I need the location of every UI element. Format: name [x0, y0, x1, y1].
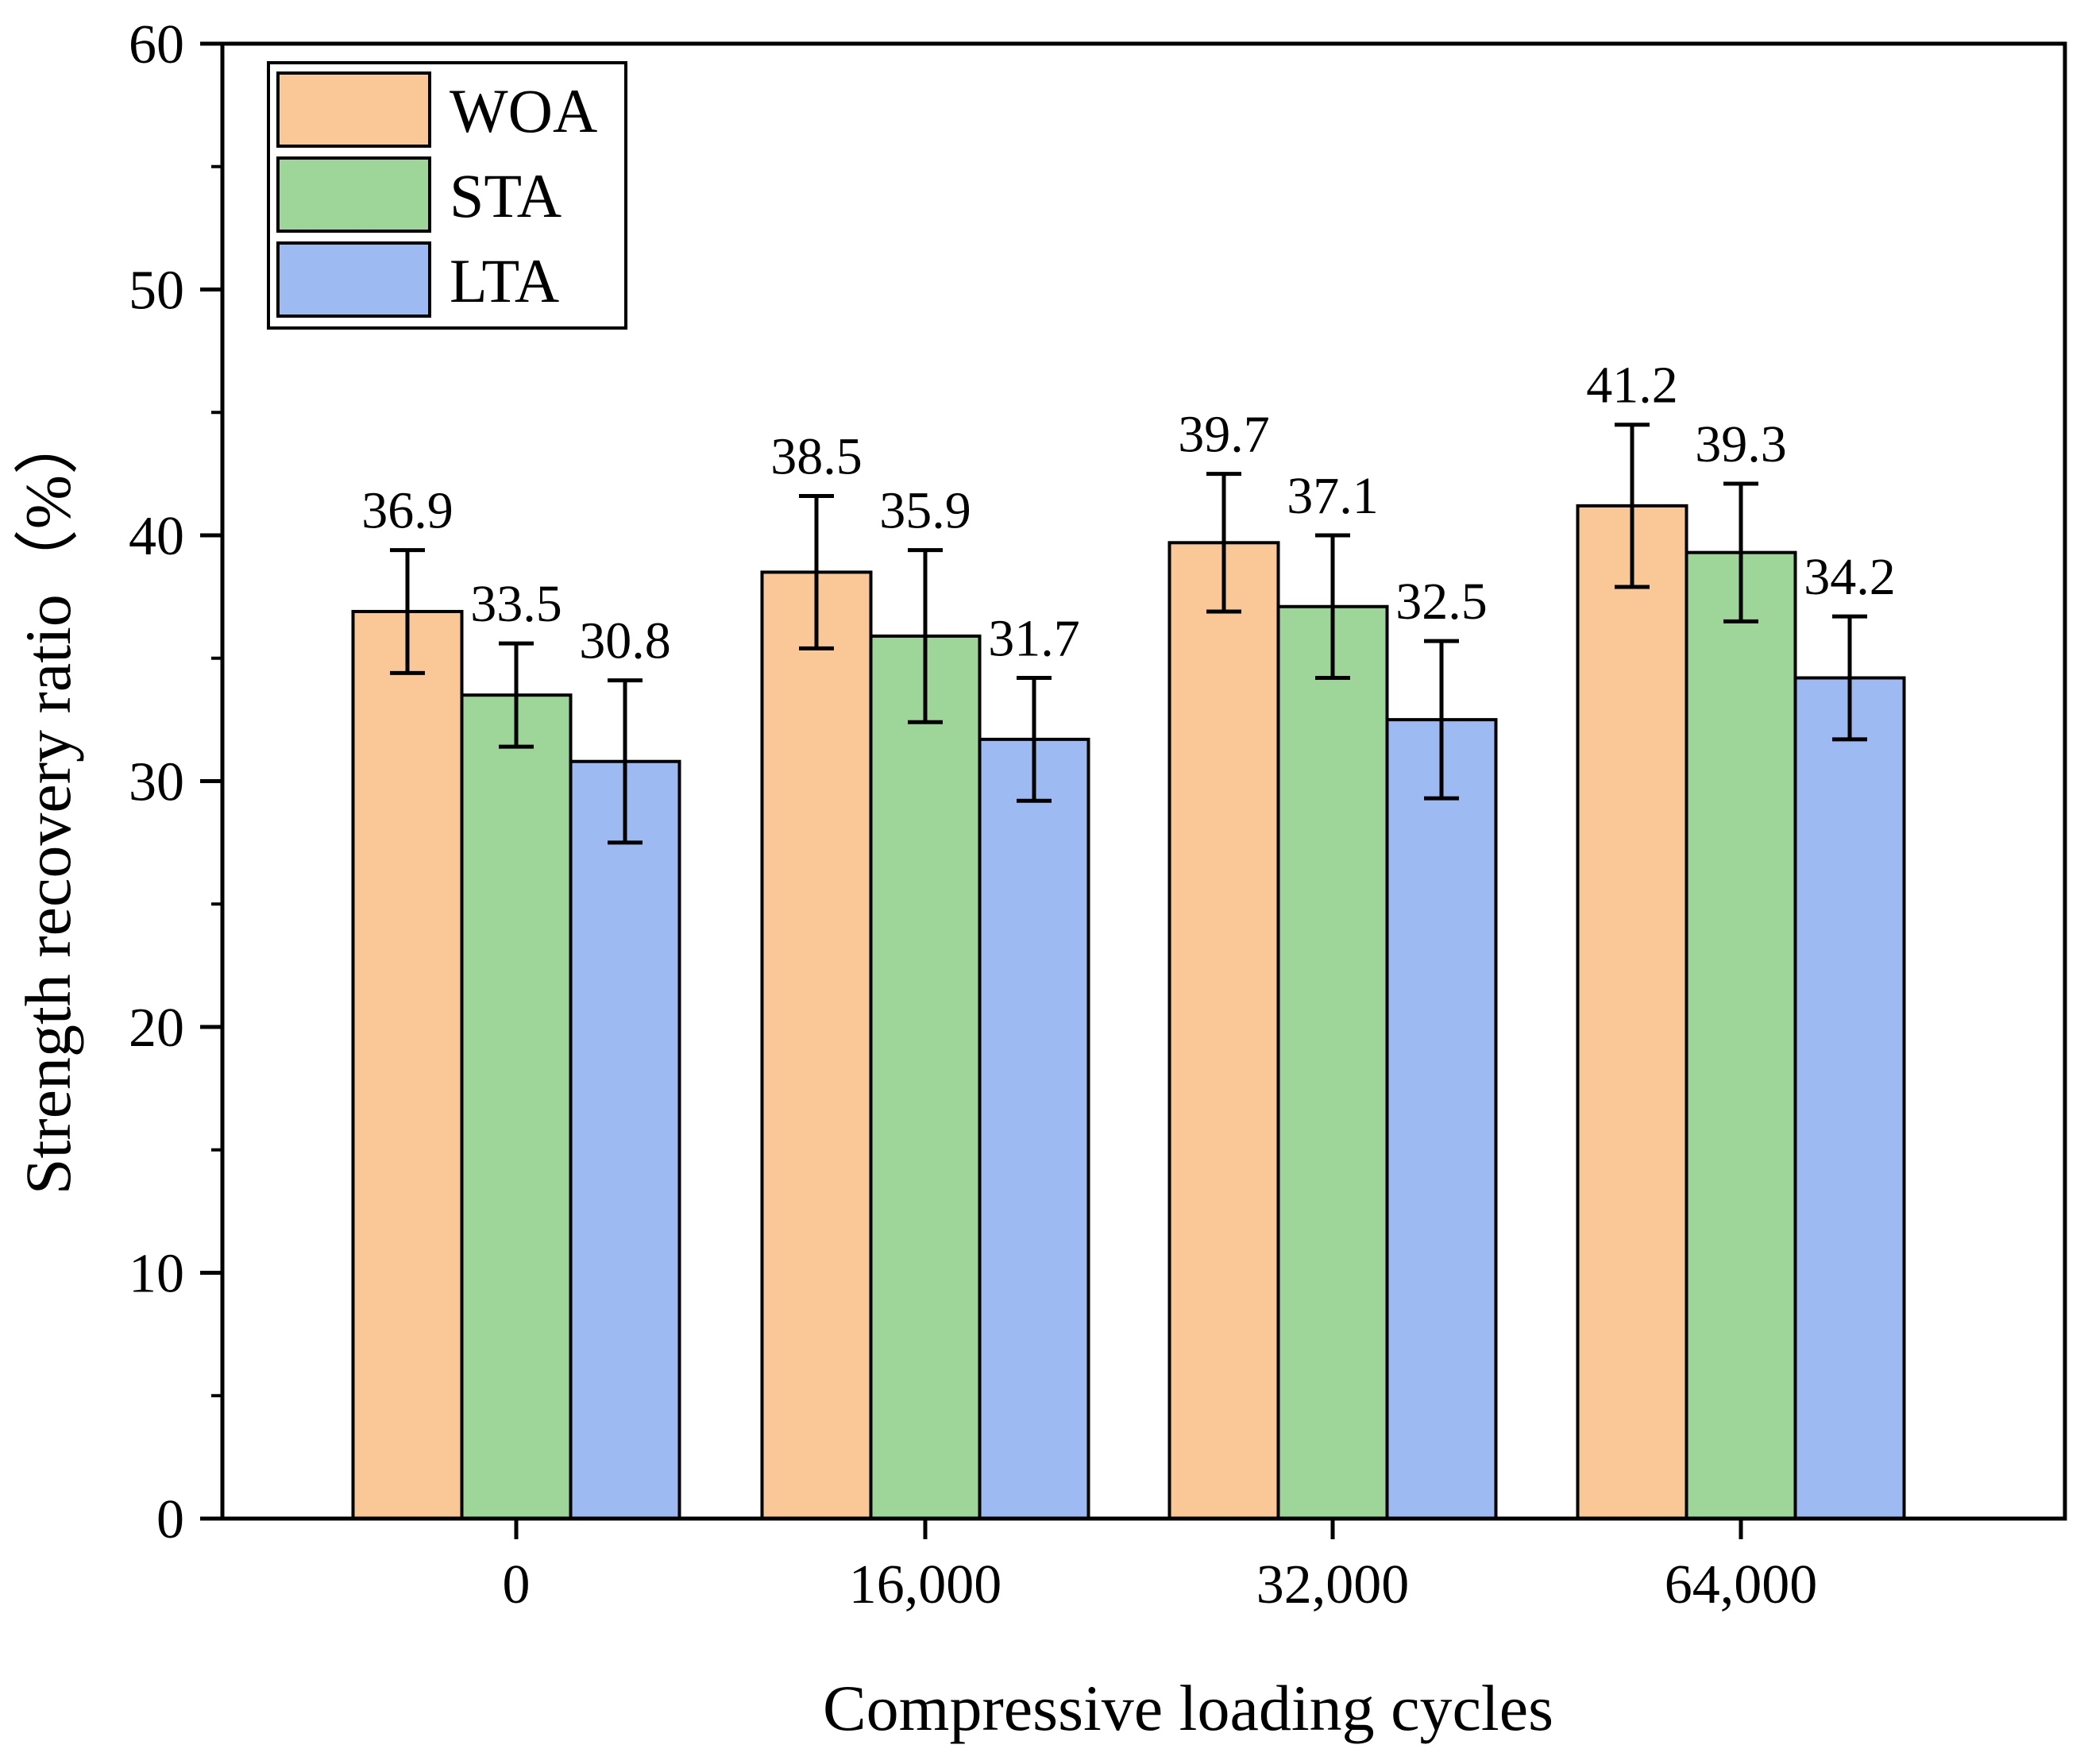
plot-area: 36.9 38.5 39.7 41.2 33.5 35.9 37.1 39.3 30.8 31.7… — [129, 14, 2067, 1615]
bar-woa-1 — [760, 570, 873, 1520]
bar-lta-3 — [1793, 676, 1906, 1520]
x-axis-title: Compressive loading cycles — [823, 1672, 1553, 1744]
data-label-sta-2: 37.1 — [1287, 467, 1379, 525]
data-label-lta-0: 30.8 — [579, 612, 671, 670]
y-tick-label-5: 50 — [129, 261, 184, 322]
data-label-sta-1: 35.9 — [879, 482, 971, 540]
y-tick-label-3: 30 — [129, 752, 184, 813]
y-tick-label-1: 10 — [129, 1244, 184, 1305]
bar-lta-0 — [569, 759, 681, 1520]
data-label-woa-2: 39.7 — [1178, 406, 1270, 464]
data-label-sta-3: 39.3 — [1695, 415, 1787, 473]
data-label-lta-1: 31.7 — [988, 610, 1080, 668]
x-tick-label-3: 64,000 — [1665, 1554, 1818, 1615]
y-tick-label-0: 0 — [156, 1489, 184, 1550]
bar-lta-2 — [1385, 718, 1498, 1520]
legend: WOA STA LTA — [267, 61, 627, 330]
bar-woa-0 — [351, 609, 464, 1521]
data-label-lta-2: 32.5 — [1395, 573, 1488, 631]
legend-label-sta: STA — [450, 161, 562, 230]
x-tick-label-2: 32,000 — [1256, 1554, 1410, 1615]
legend-swatch-lta — [276, 241, 431, 318]
y-axis-title: Strength recovery ratio（%） — [12, 410, 84, 1195]
x-tick-label-1: 16,000 — [849, 1554, 1002, 1615]
bar-sta-3 — [1685, 550, 1797, 1520]
bar-sta-0 — [460, 693, 573, 1520]
legend-swatch-woa — [276, 71, 431, 148]
data-label-woa-3: 41.2 — [1586, 357, 1678, 415]
bar-sta-1 — [869, 634, 982, 1520]
bar-sta-2 — [1276, 604, 1389, 1520]
y-tick-label-6: 60 — [129, 14, 184, 75]
y-tick-label-4: 40 — [129, 506, 184, 567]
legend-label-lta: LTA — [450, 246, 559, 315]
x-tick-label-0: 0 — [503, 1554, 531, 1615]
data-label-woa-0: 36.9 — [361, 482, 453, 540]
data-label-sta-0: 33.5 — [470, 575, 562, 633]
data-label-lta-3: 34.2 — [1804, 548, 1896, 606]
bar-lta-1 — [978, 737, 1090, 1520]
legend-label-woa: WOA — [450, 76, 597, 145]
y-tick-label-2: 20 — [129, 998, 184, 1059]
legend-swatch-sta — [276, 156, 431, 233]
bar-woa-2 — [1167, 541, 1280, 1520]
data-label-woa-1: 38.5 — [770, 427, 863, 485]
bar-woa-3 — [1576, 504, 1688, 1520]
